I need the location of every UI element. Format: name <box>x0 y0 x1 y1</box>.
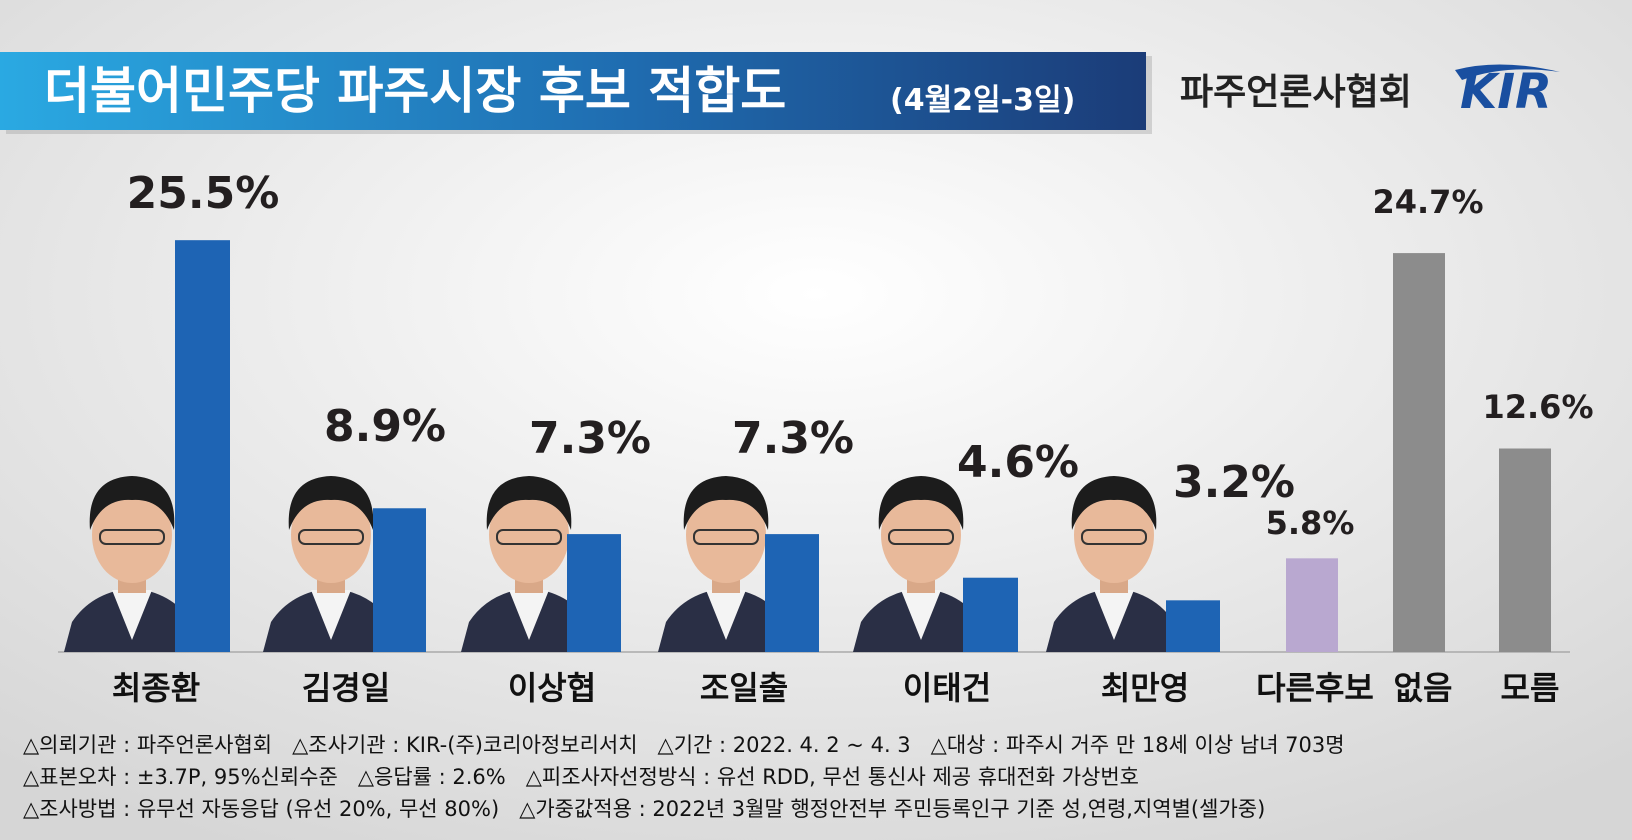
photo-glasses <box>496 529 562 545</box>
value-label: 7.3% <box>732 413 854 464</box>
logo: KIR <box>1460 64 1552 120</box>
photo-head <box>291 487 371 583</box>
chart-subtitle: (4월2일-3일) <box>890 83 1075 118</box>
photo-hair <box>288 476 374 530</box>
value-label: 7.3% <box>529 413 651 464</box>
photo-glasses <box>298 529 364 545</box>
photo-glasses <box>1081 529 1147 545</box>
photo-head <box>686 487 766 583</box>
category-label: 최만영 <box>1101 669 1189 707</box>
photo-shirt <box>1094 590 1134 640</box>
footnote: △표본오차 : ±3.7P, 95%신뢰수준 △응답률 : 2.6% △피조사자… <box>23 765 1139 789</box>
photo-head <box>1074 487 1154 583</box>
value-label: 5.8% <box>1266 504 1355 542</box>
photo-shirt <box>901 590 941 640</box>
bar <box>175 240 230 653</box>
category-label: 다른후보 <box>1256 669 1374 707</box>
photo-glasses <box>888 529 954 545</box>
bar <box>1286 558 1338 652</box>
value-label: 12.6% <box>1482 388 1593 426</box>
value-label: 4.6% <box>957 437 1079 488</box>
photo-hair <box>878 476 964 530</box>
value-label: 25.5% <box>127 168 280 219</box>
photo-shirt <box>509 590 549 640</box>
category-label: 이태건 <box>903 669 991 707</box>
value-label: 24.7% <box>1372 183 1483 221</box>
value-label: 8.9% <box>324 401 446 452</box>
category-label: 조일출 <box>700 669 788 707</box>
bar <box>1393 253 1445 652</box>
footnote: △의뢰기관 : 파주언론사협회 △조사기관 : KIR-(주)코리아정보리서치 … <box>23 733 1345 757</box>
footnote: △조사방법 : 유무선 자동응답 (유선 20%, 무선 80%) △가중값적용… <box>23 797 1265 821</box>
title-banner <box>0 52 1146 130</box>
category-label: 최종환 <box>112 669 200 707</box>
photo-shirt <box>112 590 152 640</box>
logo-swoosh <box>1455 64 1560 80</box>
value-label: 3.2% <box>1173 457 1295 508</box>
category-label: 김경일 <box>302 669 390 707</box>
bar <box>1499 448 1551 652</box>
bar <box>567 534 621 652</box>
bar <box>963 577 1018 652</box>
bar <box>765 534 819 652</box>
photo-hair <box>486 476 572 530</box>
category-label: 이상협 <box>508 669 596 707</box>
photo-hair <box>683 476 769 530</box>
photo-hair <box>1071 476 1157 530</box>
photo-glasses <box>99 529 165 545</box>
photo-shirt <box>311 590 351 640</box>
category-label: 모름 <box>1501 669 1560 707</box>
bar <box>373 508 426 652</box>
photo-head <box>881 487 961 583</box>
bar <box>1166 600 1220 652</box>
photo-head <box>489 487 569 583</box>
photo-glasses <box>693 529 759 545</box>
chart-title: 더불어민주당 파주시장 후보 적합도 <box>44 62 786 120</box>
source: 파주언론사협회 <box>1180 72 1412 113</box>
photo-shirt <box>706 590 746 640</box>
photo-hair <box>89 476 175 530</box>
photo-head <box>92 487 172 583</box>
category-label: 없음 <box>1394 669 1453 707</box>
